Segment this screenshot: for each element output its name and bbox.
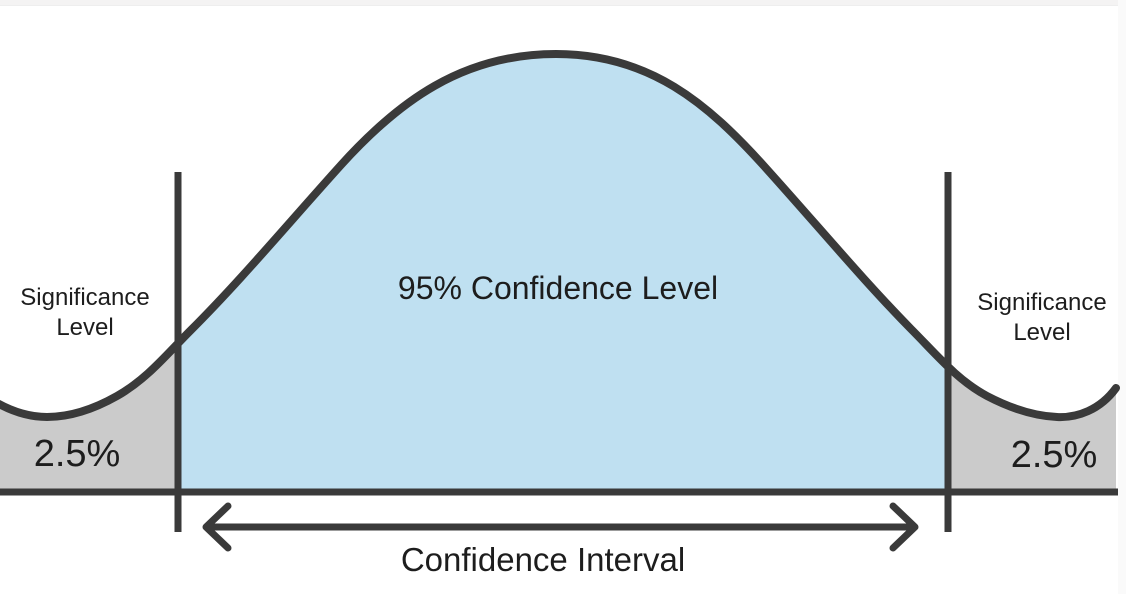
interval-arrow-right-head: [889, 502, 919, 552]
interval-arrow: [202, 502, 919, 552]
window-right-edge: [1118, 0, 1126, 594]
left-significance-label: Significance Level: [20, 284, 150, 341]
bell-curve-stroke: [0, 49, 1120, 422]
right-significance-label: Significance Level: [977, 289, 1107, 346]
window-top-edge: [0, 0, 1126, 6]
interval-arrow-left-head: [202, 502, 232, 552]
confidence-interval-label: Confidence Interval: [400, 541, 686, 578]
confidence-area-fill: [178, 54, 948, 494]
confidence-level-label: 95% Confidence Level: [397, 270, 719, 306]
right-tail-percentage: 2.5%: [1010, 434, 1098, 476]
left-tail-percentage: 2.5%: [33, 433, 121, 475]
